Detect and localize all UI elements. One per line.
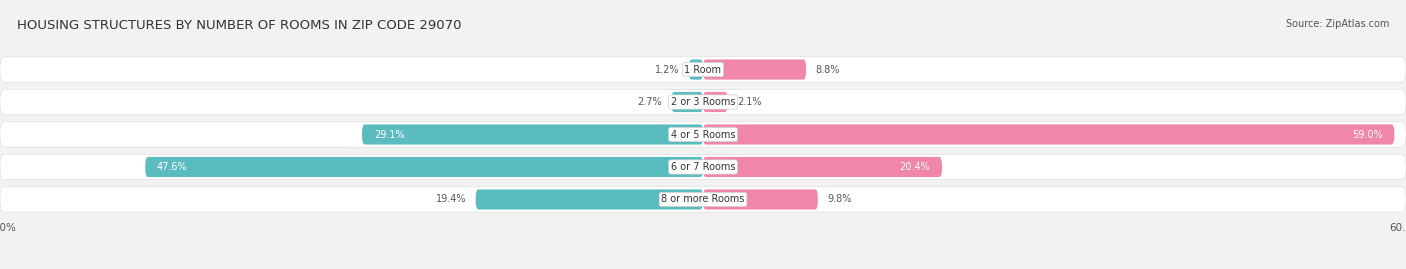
FancyBboxPatch shape <box>689 59 703 80</box>
Text: 20.4%: 20.4% <box>900 162 931 172</box>
Text: 47.6%: 47.6% <box>157 162 187 172</box>
Text: 59.0%: 59.0% <box>1353 129 1382 140</box>
FancyBboxPatch shape <box>363 125 703 144</box>
Text: 19.4%: 19.4% <box>436 194 467 204</box>
Text: 1.2%: 1.2% <box>655 65 679 75</box>
FancyBboxPatch shape <box>703 92 728 112</box>
Text: 2 or 3 Rooms: 2 or 3 Rooms <box>671 97 735 107</box>
FancyBboxPatch shape <box>0 187 1406 212</box>
Text: 4 or 5 Rooms: 4 or 5 Rooms <box>671 129 735 140</box>
FancyBboxPatch shape <box>0 154 1406 180</box>
Text: 2.1%: 2.1% <box>737 97 762 107</box>
FancyBboxPatch shape <box>0 57 1406 82</box>
FancyBboxPatch shape <box>703 125 1395 144</box>
FancyBboxPatch shape <box>475 189 703 210</box>
Text: 6 or 7 Rooms: 6 or 7 Rooms <box>671 162 735 172</box>
Text: 29.1%: 29.1% <box>374 129 405 140</box>
FancyBboxPatch shape <box>0 122 1406 147</box>
Text: Source: ZipAtlas.com: Source: ZipAtlas.com <box>1285 19 1389 29</box>
Text: 1 Room: 1 Room <box>685 65 721 75</box>
FancyBboxPatch shape <box>0 89 1406 115</box>
Text: 9.8%: 9.8% <box>827 194 852 204</box>
FancyBboxPatch shape <box>703 157 942 177</box>
FancyBboxPatch shape <box>672 92 703 112</box>
Text: 8 or more Rooms: 8 or more Rooms <box>661 194 745 204</box>
Text: 2.7%: 2.7% <box>637 97 662 107</box>
FancyBboxPatch shape <box>703 189 818 210</box>
FancyBboxPatch shape <box>145 157 703 177</box>
Text: 8.8%: 8.8% <box>815 65 839 75</box>
Text: HOUSING STRUCTURES BY NUMBER OF ROOMS IN ZIP CODE 29070: HOUSING STRUCTURES BY NUMBER OF ROOMS IN… <box>17 19 461 32</box>
FancyBboxPatch shape <box>703 59 806 80</box>
